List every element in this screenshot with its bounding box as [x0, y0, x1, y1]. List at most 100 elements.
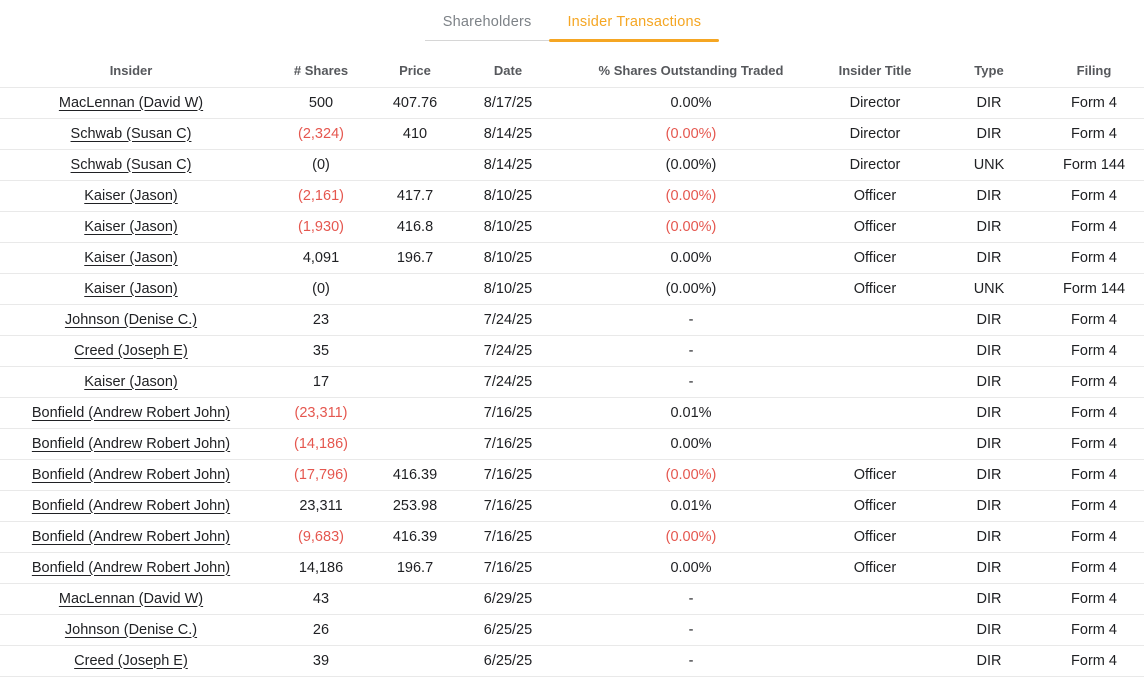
table-row: MacLennan (David W) 43 6/29/25 - DIR For… [0, 583, 1144, 615]
insider-link[interactable]: Schwab (Susan C) [70, 156, 192, 173]
insider-title-cell: Director [816, 87, 934, 119]
insider-title-cell: Director [816, 118, 934, 150]
insider-link[interactable]: MacLennan (David W) [58, 94, 204, 111]
insider-cell: MacLennan (David W) [0, 87, 262, 119]
insider-link[interactable]: Kaiser (Jason) [84, 187, 178, 204]
tab-insider-transactions[interactable]: Insider Transactions [549, 0, 719, 43]
filing-cell: Form 144 [1044, 149, 1144, 181]
insider-link[interactable]: MacLennan (David W) [58, 590, 204, 607]
tab-shareholders-label: Shareholders [442, 13, 532, 30]
insider-cell: Bonfield (Andrew Robert John) [0, 521, 262, 553]
insider-link[interactable]: Johnson (Denise C.) [64, 311, 198, 328]
insider-link[interactable]: Bonfield (Andrew Robert John) [31, 528, 231, 545]
price-cell: 196.7 [380, 242, 450, 274]
filing-cell: Form 4 [1044, 459, 1144, 491]
price-cell [380, 428, 450, 460]
date-cell: 7/24/25 [450, 366, 566, 398]
price-cell: 410 [380, 118, 450, 150]
table-row: Bonfield (Andrew Robert John) (23,311) 7… [0, 397, 1144, 429]
insider-title-cell: Officer [816, 490, 934, 522]
pct-cell: 0.00% [566, 87, 816, 119]
price-cell [380, 273, 450, 305]
insider-title-cell [816, 397, 934, 429]
type-cell: UNK [934, 273, 1044, 305]
insider-cell: Creed (Joseph E) [0, 335, 262, 367]
pct-cell: (0.00%) [566, 521, 816, 553]
date-cell: 8/10/25 [450, 211, 566, 243]
type-cell: DIR [934, 521, 1044, 553]
table-row: Creed (Joseph E) 39 6/25/25 - DIR Form 4 [0, 645, 1144, 677]
table-body: MacLennan (David W) 500 407.76 8/17/25 0… [0, 87, 1144, 677]
insider-title-cell [816, 335, 934, 367]
pct-cell: - [566, 583, 816, 615]
tab-shareholders[interactable]: Shareholders [424, 0, 550, 43]
shares-cell: 26 [262, 614, 380, 646]
insider-title-cell: Officer [816, 521, 934, 553]
type-cell: DIR [934, 118, 1044, 150]
insider-cell: Kaiser (Jason) [0, 273, 262, 305]
column-header-date: Date [450, 55, 566, 88]
column-header-type: Type [934, 55, 1044, 88]
insider-cell: Bonfield (Andrew Robert John) [0, 459, 262, 491]
shares-cell: 14,186 [262, 552, 380, 584]
type-cell: DIR [934, 335, 1044, 367]
shares-cell: 23 [262, 304, 380, 336]
insider-title-cell [816, 614, 934, 646]
insider-link[interactable]: Bonfield (Andrew Robert John) [31, 559, 231, 576]
filing-cell: Form 4 [1044, 583, 1144, 615]
header-row: Insider # Shares Price Date % Shares Out… [0, 55, 1144, 88]
shares-cell: (0) [262, 273, 380, 305]
date-cell: 8/10/25 [450, 273, 566, 305]
table-row: Schwab (Susan C) (0) 8/14/25 (0.00%) Dir… [0, 149, 1144, 181]
pct-cell: 0.00% [566, 428, 816, 460]
filing-cell: Form 4 [1044, 118, 1144, 150]
date-cell: 6/29/25 [450, 583, 566, 615]
table-container: Insider # Shares Price Date % Shares Out… [0, 55, 1144, 677]
filing-cell: Form 4 [1044, 428, 1144, 460]
table-row: Schwab (Susan C) (2,324) 410 8/14/25 (0.… [0, 118, 1144, 150]
shares-cell: 43 [262, 583, 380, 615]
insider-link[interactable]: Johnson (Denise C.) [64, 621, 198, 638]
date-cell: 7/16/25 [450, 428, 566, 460]
type-cell: DIR [934, 211, 1044, 243]
insider-cell: Kaiser (Jason) [0, 211, 262, 243]
insider-cell: Bonfield (Andrew Robert John) [0, 397, 262, 429]
date-cell: 8/14/25 [450, 149, 566, 181]
insider-link[interactable]: Bonfield (Andrew Robert John) [31, 466, 231, 483]
table-row: MacLennan (David W) 500 407.76 8/17/25 0… [0, 87, 1144, 119]
type-cell: DIR [934, 87, 1044, 119]
insider-title-cell: Officer [816, 552, 934, 584]
pct-cell: (0.00%) [566, 180, 816, 212]
insider-link[interactable]: Creed (Joseph E) [74, 652, 188, 669]
insider-link[interactable]: Schwab (Susan C) [70, 125, 192, 142]
insider-link[interactable]: Bonfield (Andrew Robert John) [31, 497, 231, 514]
shares-cell: 4,091 [262, 242, 380, 274]
shares-cell: 39 [262, 645, 380, 677]
insider-title-cell: Officer [816, 459, 934, 491]
insider-cell: Bonfield (Andrew Robert John) [0, 428, 262, 460]
insider-link[interactable]: Bonfield (Andrew Robert John) [31, 404, 231, 421]
insider-link[interactable]: Kaiser (Jason) [84, 280, 178, 297]
pct-cell: - [566, 645, 816, 677]
table-row: Bonfield (Andrew Robert John) (9,683) 41… [0, 521, 1144, 553]
filing-cell: Form 4 [1044, 211, 1144, 243]
date-cell: 8/10/25 [450, 242, 566, 274]
insider-link[interactable]: Creed (Joseph E) [74, 342, 188, 359]
price-cell [380, 397, 450, 429]
insider-link[interactable]: Kaiser (Jason) [84, 249, 178, 266]
type-cell: DIR [934, 459, 1044, 491]
type-cell: DIR [934, 397, 1044, 429]
insider-cell: Creed (Joseph E) [0, 645, 262, 677]
insider-link[interactable]: Bonfield (Andrew Robert John) [31, 435, 231, 452]
price-cell [380, 366, 450, 398]
insider-title-cell: Officer [816, 180, 934, 212]
insider-cell: Kaiser (Jason) [0, 180, 262, 212]
price-cell [380, 614, 450, 646]
insider-link[interactable]: Kaiser (Jason) [84, 373, 178, 390]
table-row: Bonfield (Andrew Robert John) 23,311 253… [0, 490, 1144, 522]
date-cell: 6/25/25 [450, 645, 566, 677]
pct-cell: (0.00%) [566, 273, 816, 305]
insider-link[interactable]: Kaiser (Jason) [84, 218, 178, 235]
table-row: Kaiser (Jason) 4,091 196.7 8/10/25 0.00%… [0, 242, 1144, 274]
table-row: Bonfield (Andrew Robert John) 14,186 196… [0, 552, 1144, 584]
